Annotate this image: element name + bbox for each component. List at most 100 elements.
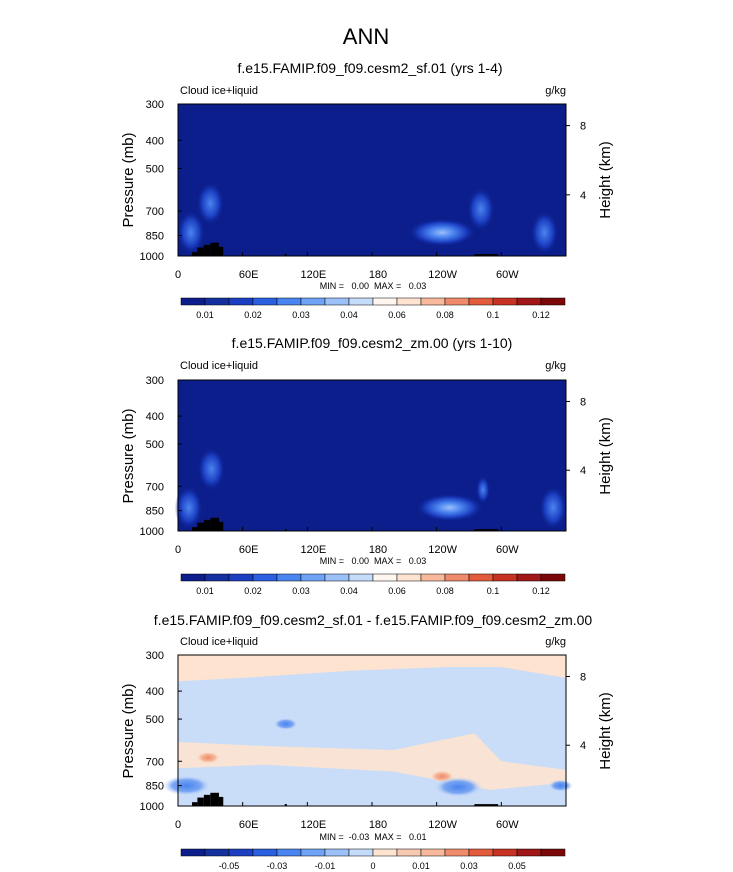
field-feature-3 xyxy=(273,717,298,730)
y-tick-label-500: 500 xyxy=(146,163,164,175)
y-tick-label-850: 850 xyxy=(146,506,164,518)
x-tick-label-4: 120W xyxy=(428,819,457,831)
colorbar-label-3: 0.04 xyxy=(340,586,358,596)
orography-3 xyxy=(203,794,211,806)
colorbar-box-1 xyxy=(204,573,230,582)
colorbar-box-10 xyxy=(420,573,446,582)
x-tick-label-0: 0 xyxy=(175,544,181,556)
y-tick-label-400: 400 xyxy=(146,411,164,423)
x-tick-label-3: 180 xyxy=(369,269,387,281)
panel-3: f.e15.FAMIP.f09_f09.cesm2_sf.01 - f.e15.… xyxy=(120,612,614,871)
field-background xyxy=(178,380,566,531)
colorbar-box-4 xyxy=(276,848,302,857)
colorbar-label-6: 0.1 xyxy=(487,586,500,596)
colorbar-box-11 xyxy=(444,573,470,582)
colorbar-box-15 xyxy=(540,848,566,857)
x-tick-label-0: 0 xyxy=(175,269,181,281)
panel-1-plot-area: 300 400 500 700 850 1000 8 4 0 60E 120E 180 120W 60W xyxy=(140,99,587,281)
field-feature-4 xyxy=(476,475,491,504)
field-feature-6 xyxy=(548,779,573,792)
colorbar-box-5 xyxy=(300,848,326,857)
field-feature-1 xyxy=(196,181,225,226)
panel-1-title: f.e15.FAMIP.f09_f09.cesm2_sf.01 (yrs 1-4… xyxy=(237,60,502,76)
colorbar-label-2: -0.01 xyxy=(315,861,336,871)
y-right-tick-label-4: 4 xyxy=(580,740,586,752)
y-right-tick-label-8: 8 xyxy=(580,396,586,408)
warm-anomaly-band xyxy=(178,733,566,790)
colorbar-label-1: 0.02 xyxy=(244,586,262,596)
panel-2: f.e15.FAMIP.f09_f09.cesm2_zm.00 (yrs 1-1… xyxy=(120,335,614,596)
y-tick-label-1000: 1000 xyxy=(140,801,164,813)
orography-4 xyxy=(210,792,219,806)
colorbar-box-14 xyxy=(516,573,542,582)
orography-7 xyxy=(474,254,499,256)
panel-2-plot-area: 300 400 500 700 850 1000 8 4 0 60E 120E 180 120W 60W xyxy=(140,375,587,556)
orography-4 xyxy=(210,242,219,256)
x-tick-label-2: 120E xyxy=(300,269,326,281)
colorbar-label-1: 0.02 xyxy=(244,310,262,320)
colorbar-box-2 xyxy=(228,573,254,582)
field-feature-5 xyxy=(530,210,559,255)
panel-1: f.e15.FAMIP.f09_f09.cesm2_sf.01 (yrs 1-4… xyxy=(120,60,614,320)
colorbar-label-5: 0.03 xyxy=(460,861,478,871)
colorbar-box-12 xyxy=(468,297,494,306)
colorbar-box-13 xyxy=(492,297,518,306)
field-feature-5 xyxy=(539,485,568,530)
colorbar-label-5: 0.08 xyxy=(436,310,454,320)
y-tick-label-850: 850 xyxy=(146,781,164,793)
panel-3-colorbar: -0.05 -0.03 -0.01 0 0.01 0.03 0.05 xyxy=(180,848,566,871)
panel-1-minmax: MIN = 0.00 MAX = 0.03 xyxy=(320,281,427,291)
y-tick-label-400: 400 xyxy=(146,135,164,147)
y-right-tick-label-4: 4 xyxy=(580,465,586,477)
colorbar-box-9 xyxy=(396,573,422,582)
colorbar-box-4 xyxy=(276,573,302,582)
orography-7 xyxy=(474,529,499,531)
colorbar-box-3 xyxy=(252,573,278,582)
x-tick-label-3: 180 xyxy=(369,544,387,556)
y-tick-label-700: 700 xyxy=(146,756,164,768)
colorbar-box-9 xyxy=(396,297,422,306)
colorbar-box-15 xyxy=(540,573,566,582)
colorbar-box-4 xyxy=(276,297,302,306)
colorbar-box-3 xyxy=(252,297,278,306)
panel-2-title: f.e15.FAMIP.f09_f09.cesm2_zm.00 (yrs 1-1… xyxy=(232,335,513,351)
orography-2 xyxy=(197,247,204,256)
panel-2-units: g/kg xyxy=(545,360,566,372)
colorbar-box-10 xyxy=(420,848,446,857)
colorbar-box-10 xyxy=(420,297,446,306)
colorbar-label-1: -0.03 xyxy=(267,861,288,871)
orography-4 xyxy=(210,517,219,531)
colorbar-label-0: -0.05 xyxy=(219,861,240,871)
colorbar-box-2 xyxy=(228,848,254,857)
colorbar-box-13 xyxy=(492,573,518,582)
panel-2-variable-label: Cloud ice+liquid xyxy=(180,360,258,372)
colorbar-box-8 xyxy=(372,297,398,306)
colorbar-box-6 xyxy=(324,573,350,582)
colorbar-box-3 xyxy=(252,848,278,857)
colorbar-box-7 xyxy=(348,573,374,582)
colorbar-box-11 xyxy=(444,297,470,306)
y-tick-label-500: 500 xyxy=(146,439,164,451)
figure-title: ANN xyxy=(343,24,389,49)
x-tick-label-4: 120W xyxy=(428,269,457,281)
colorbar-label-4: 0.01 xyxy=(412,861,430,871)
orography-5 xyxy=(218,521,224,531)
colorbar-box-14 xyxy=(516,848,542,857)
y-right-tick-label-8: 8 xyxy=(580,121,586,133)
field-feature-1 xyxy=(197,447,226,492)
colorbar-box-12 xyxy=(468,848,494,857)
orography-1 xyxy=(192,802,198,806)
orography-6 xyxy=(284,529,287,531)
panel-1-y-axis-label: Pressure (mb) xyxy=(120,132,137,227)
field-feature-2 xyxy=(162,775,211,796)
colorbar-label-5: 0.08 xyxy=(436,586,454,596)
field-feature-3 xyxy=(415,493,484,522)
colorbar-label-7: 0.12 xyxy=(532,310,550,320)
colorbar-box-14 xyxy=(516,297,542,306)
y-tick-label-850: 850 xyxy=(146,230,164,242)
y-tick-label-500: 500 xyxy=(146,714,164,726)
colorbar-box-8 xyxy=(372,573,398,582)
panel-3-plot-area: 300 400 500 700 850 1000 8 4 0 60E 120E 180 120W 60W xyxy=(140,650,587,831)
orography-3 xyxy=(203,519,211,531)
